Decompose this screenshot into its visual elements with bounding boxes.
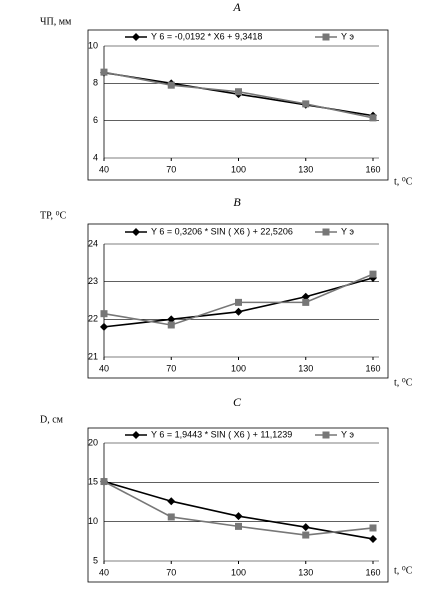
x-tick-label: 100: [231, 164, 246, 174]
x-tick-label: 40: [99, 363, 109, 373]
marker: [369, 270, 377, 278]
legend-marker: [322, 33, 330, 41]
marker: [369, 534, 377, 543]
x-axis-label: t, ⁰C: [394, 176, 413, 187]
y-tick-label: 8: [93, 78, 98, 88]
x-tick-label: 70: [166, 164, 176, 174]
legend-label: Y 6 = 1,9443 * SIN ( X6 ) + 11,1239: [151, 429, 292, 439]
marker: [235, 522, 242, 530]
y-tick-label: 23: [88, 276, 98, 286]
x-tick-label: 160: [365, 164, 380, 174]
legend-marker: [132, 431, 140, 439]
x-tick-label: 130: [298, 363, 313, 373]
marker: [167, 315, 176, 324]
marker: [234, 512, 243, 521]
x-tick-label: 160: [365, 363, 380, 373]
y-tick-label: 10: [88, 516, 98, 526]
y-tick-label: 24: [88, 238, 98, 248]
marker: [167, 513, 175, 521]
y-tick-label: 21: [88, 351, 98, 361]
panel-letter: C: [233, 395, 242, 409]
marker: [302, 100, 310, 108]
y-axis-label: TP, ⁰C: [40, 210, 67, 221]
x-tick-label: 130: [298, 567, 313, 577]
marker: [100, 478, 108, 486]
marker: [235, 88, 242, 96]
x-tick-label: 70: [166, 567, 176, 577]
marker: [167, 81, 175, 89]
x-tick-label: 70: [166, 363, 176, 373]
chart-frame: [87, 29, 389, 181]
marker: [302, 531, 310, 539]
legend-marker: [132, 228, 140, 236]
marker: [369, 114, 377, 122]
y-tick-label: 4: [93, 152, 98, 162]
legend-label: Y 6 = -0,0192 * X6 + 9,3418: [151, 31, 262, 41]
marker: [302, 298, 310, 306]
y-axis-label: D, см: [40, 414, 64, 425]
y-tick-label: 5: [93, 555, 98, 565]
marker: [301, 292, 310, 301]
legend-label: Y э: [341, 31, 354, 41]
y-tick-label: 10: [88, 40, 98, 50]
marker: [235, 298, 242, 306]
x-tick-label: 130: [298, 164, 313, 174]
legend-marker: [322, 431, 330, 439]
x-axis-label: t, ⁰C: [394, 565, 413, 576]
x-tick-label: 100: [231, 567, 246, 577]
panel-letter: B: [233, 195, 241, 209]
chart-frame: [87, 223, 389, 379]
marker: [369, 524, 377, 532]
x-tick-label: 100: [231, 363, 246, 373]
legend-label: Y э: [341, 429, 354, 439]
y-tick-label: 20: [88, 437, 98, 447]
marker: [100, 68, 108, 76]
panel-letter: A: [232, 0, 241, 14]
x-tick-label: 40: [99, 164, 109, 174]
marker: [100, 310, 108, 318]
marker: [167, 497, 176, 506]
y-tick-label: 15: [88, 477, 98, 487]
legend-marker: [132, 33, 140, 41]
y-tick-label: 22: [88, 314, 98, 324]
legend-marker: [322, 228, 330, 236]
legend-label: Y 6 = 0,3206 * SIN ( X6 ) + 22,5206: [151, 226, 293, 236]
marker: [301, 523, 310, 532]
x-tick-label: 160: [365, 567, 380, 577]
marker: [167, 321, 175, 329]
x-axis-label: t, ⁰C: [394, 377, 413, 388]
marker: [234, 307, 243, 316]
legend-label: Y э: [341, 226, 354, 236]
y-axis-label: ЧП, мм: [40, 16, 72, 27]
y-tick-label: 6: [93, 115, 98, 125]
chart-frame: [87, 427, 389, 583]
marker: [100, 322, 108, 331]
x-tick-label: 40: [99, 567, 109, 577]
series-line: [103, 480, 374, 540]
